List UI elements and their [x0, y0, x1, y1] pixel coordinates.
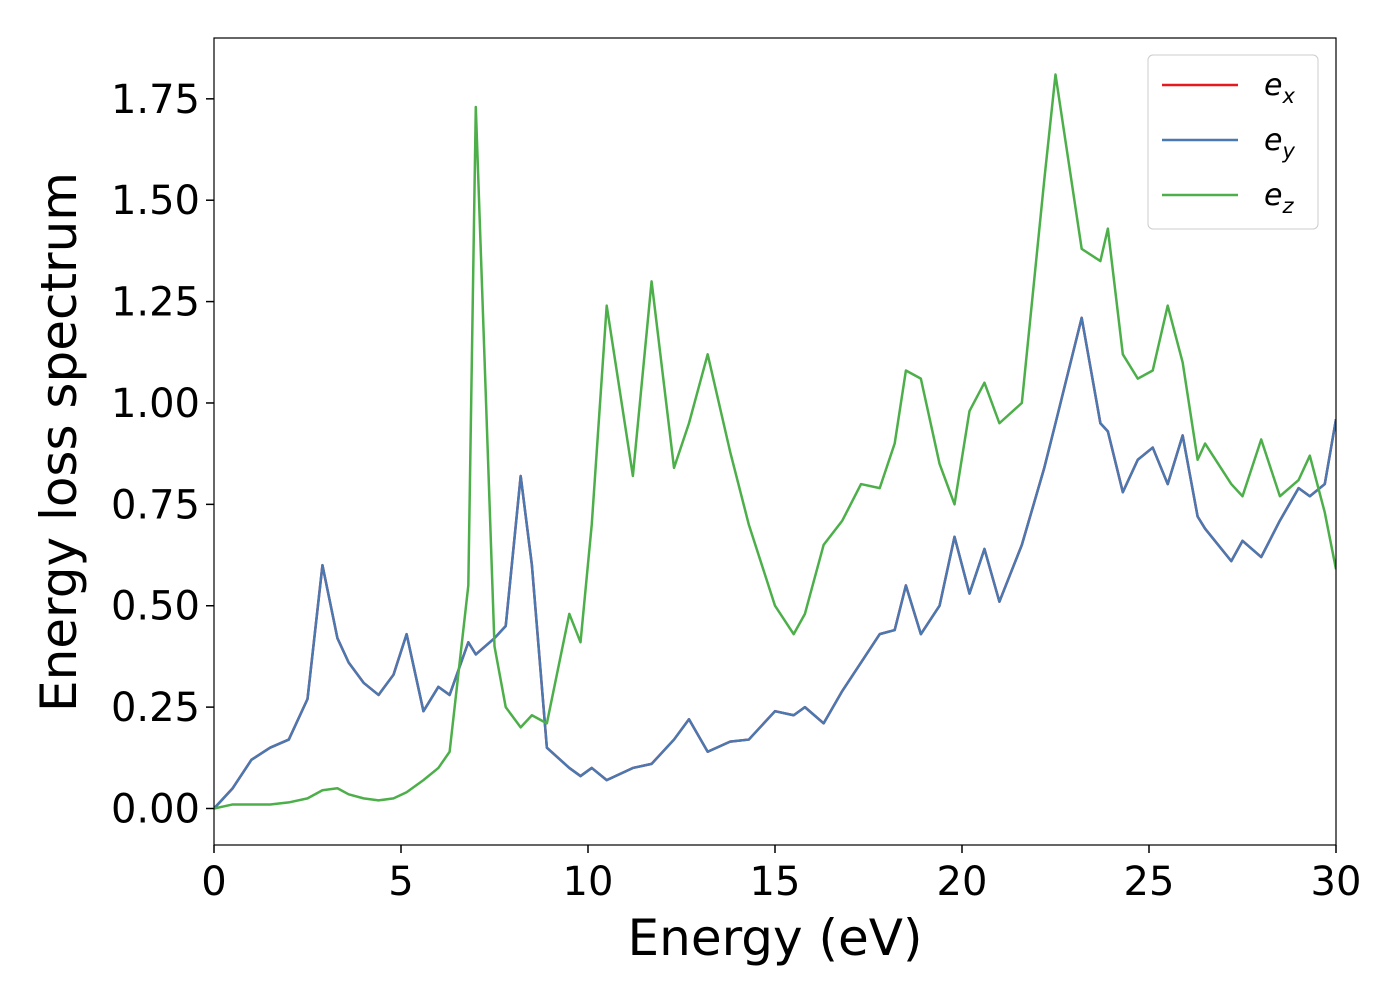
legend-box — [1147, 54, 1319, 230]
series-line — [214, 73, 1336, 810]
x-tick-label: 10 — [563, 859, 614, 905]
y-tick-label: 1.00 — [111, 381, 200, 427]
y-tick-label: 0.25 — [111, 685, 200, 731]
x-tick-label: 20 — [937, 859, 988, 905]
x-tick-label: 0 — [201, 859, 226, 905]
legend-label: ez — [1264, 178, 1294, 218]
x-tick-label: 30 — [1311, 859, 1362, 905]
series-line — [214, 316, 1336, 810]
x-tick-label: 5 — [388, 859, 413, 905]
y-tick-label: 1.50 — [111, 178, 200, 224]
x-axis-label: Energy (eV) — [628, 909, 923, 967]
y-tick-label: 0.00 — [111, 787, 200, 833]
y-tick-label: 1.25 — [111, 280, 200, 326]
x-tick-label: 15 — [750, 859, 801, 905]
y-tick-label: 1.75 — [111, 77, 200, 123]
x-tick-label: 25 — [1124, 859, 1175, 905]
y-tick-label: 0.75 — [111, 482, 200, 528]
legend-label: ex — [1264, 68, 1295, 108]
y-tick-label: 0.50 — [111, 584, 200, 630]
y-axis-label: Energy loss spectrum — [30, 172, 88, 712]
series-line — [214, 316, 1336, 810]
plot-frame — [213, 37, 1337, 846]
legend-label: ey — [1264, 123, 1295, 163]
